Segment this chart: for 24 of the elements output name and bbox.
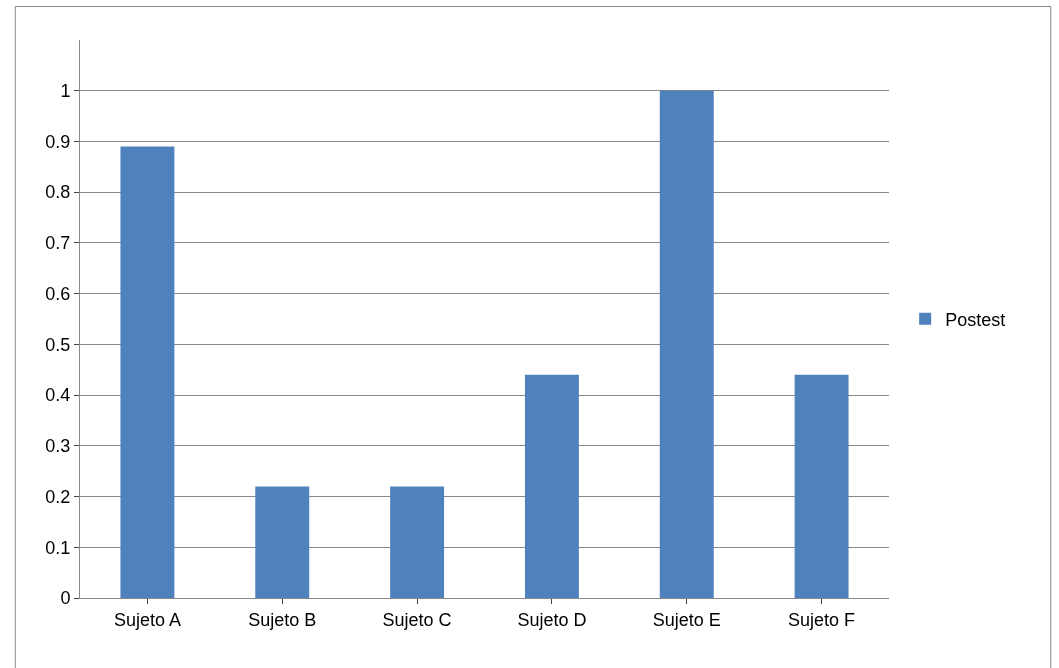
x-tick-label: Sujeto D — [517, 609, 587, 630]
legend-label: Postest — [945, 309, 1006, 330]
bar — [255, 486, 310, 598]
y-tick-label: 0.3 — [45, 436, 71, 457]
y-tick-label: 1 — [60, 81, 71, 102]
bar — [524, 374, 579, 598]
y-tick-label: 0 — [60, 588, 71, 609]
x-tick-label: Sujeto B — [248, 609, 317, 630]
y-tick-label: 0.5 — [45, 334, 71, 355]
y-tick-label: 0.1 — [45, 537, 71, 558]
bar — [794, 374, 849, 598]
y-tick-label: 0.6 — [45, 283, 71, 304]
x-tick-label: Sujeto A — [113, 609, 181, 630]
bar — [390, 486, 445, 598]
y-tick-label: 0.7 — [45, 233, 71, 254]
x-tick-label: Sujeto F — [788, 609, 856, 630]
y-tick-label: 0.8 — [45, 182, 71, 203]
bar — [120, 146, 175, 598]
x-tick-label: Sujeto C — [382, 609, 452, 630]
y-tick-label: 0.9 — [45, 131, 71, 152]
x-tick-label: Sujeto E — [652, 609, 721, 630]
bar — [659, 90, 714, 598]
y-tick-label: 0.4 — [45, 385, 71, 406]
y-tick-label: 0.2 — [45, 486, 71, 507]
